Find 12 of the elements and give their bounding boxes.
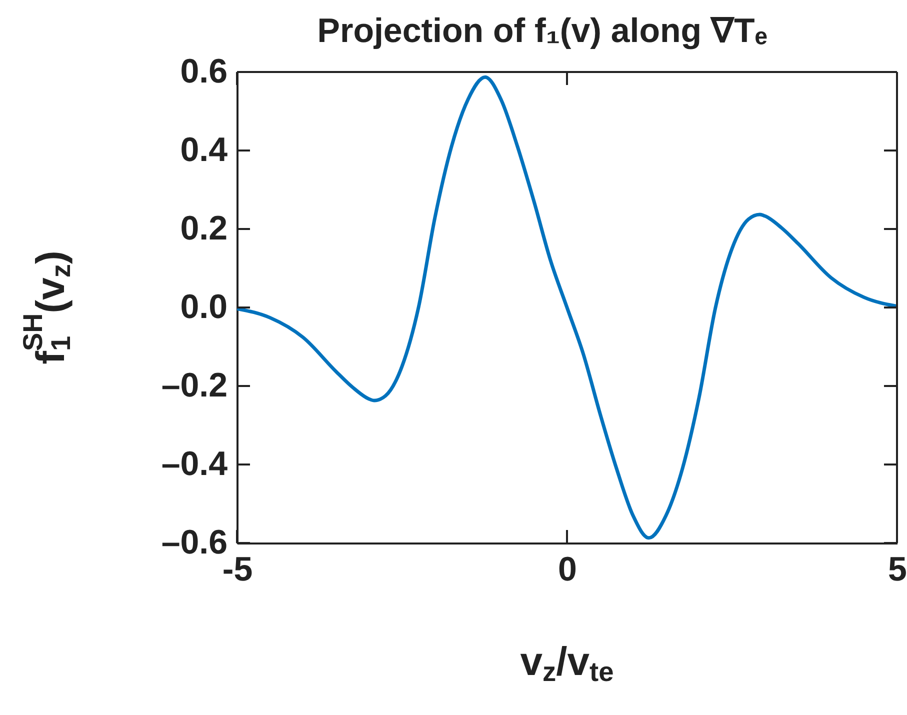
y-tick-label: 0.4 — [180, 131, 228, 169]
line-series — [237, 75, 897, 540]
y-tick-label: 0.2 — [180, 210, 228, 248]
x-tick-label: 5 — [888, 550, 907, 588]
y-tick-label: –0.6 — [161, 524, 228, 562]
y-axis-title: f1SH(vz) — [17, 250, 76, 364]
x-tick-label: 0 — [558, 550, 577, 588]
chart-title: Projection of f₁(v) along ∇Tₑ — [317, 12, 768, 50]
y-tick-label: –0.2 — [161, 366, 228, 404]
y-tick-label: –0.4 — [161, 445, 228, 483]
y-tick-label: 0.0 — [180, 288, 228, 326]
y-tick-label: 0.6 — [180, 52, 228, 90]
